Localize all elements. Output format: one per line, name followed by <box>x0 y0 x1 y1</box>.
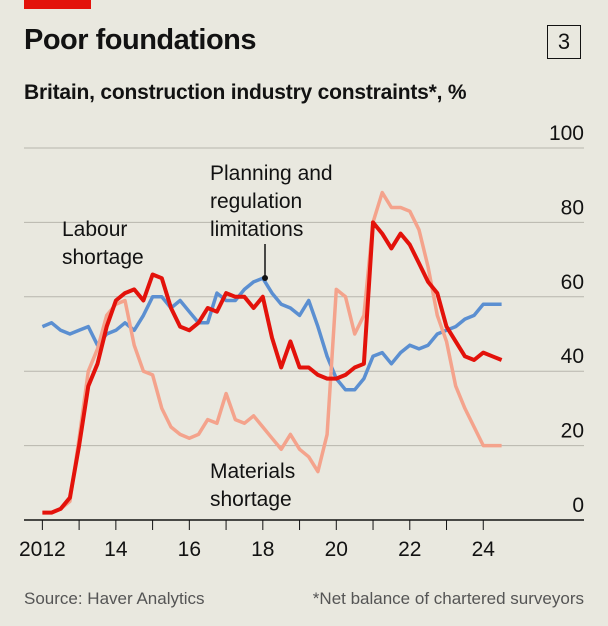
series-line-labour <box>42 220 503 515</box>
series-labels: Labour shortage Planning and regulation limi… <box>62 162 333 511</box>
footnote: *Net balance of chartered surveyors <box>312 589 584 608</box>
y-tick-label: 80 <box>561 196 584 219</box>
line-chart: 0 20 40 60 80 100 2012 14 16 18 20 22 24 Labour shor… <box>19 122 584 561</box>
y-tick-label: 100 <box>549 122 584 145</box>
y-tick-label: 0 <box>572 494 584 517</box>
planning-leader-dot <box>262 275 268 281</box>
x-tick-label: 16 <box>178 538 201 561</box>
label-planning: Planning and regulation limitations <box>210 162 333 241</box>
x-tick-label: 2012 <box>19 538 66 561</box>
series-lines <box>41 190 503 515</box>
series-line-materials <box>42 190 502 515</box>
chart-subtitle: Britain, construction industry constrain… <box>24 81 467 104</box>
label-labour: Labour shortage <box>62 218 144 269</box>
y-tick-label: 20 <box>561 420 584 443</box>
source-note: Source: Haver Analytics <box>24 589 205 608</box>
chart-number-badge: 3 <box>547 25 581 59</box>
x-tick-label: 18 <box>251 538 274 561</box>
label-materials: Materials shortage <box>210 460 295 511</box>
x-tick-label: 14 <box>104 538 128 561</box>
y-tick-label: 40 <box>561 345 584 368</box>
x-tick-label: 22 <box>398 538 421 561</box>
x-tick-label: 20 <box>325 538 348 561</box>
x-axis: 2012 14 16 18 20 22 24 <box>19 520 495 561</box>
x-tick-label: 24 <box>472 538 496 561</box>
y-tick-label: 60 <box>561 271 584 294</box>
y-axis-labels: 0 20 40 60 80 100 <box>549 122 584 517</box>
accent-tag <box>24 0 91 9</box>
series-line-planning <box>41 276 502 392</box>
chart-title: Poor foundations <box>24 24 257 56</box>
